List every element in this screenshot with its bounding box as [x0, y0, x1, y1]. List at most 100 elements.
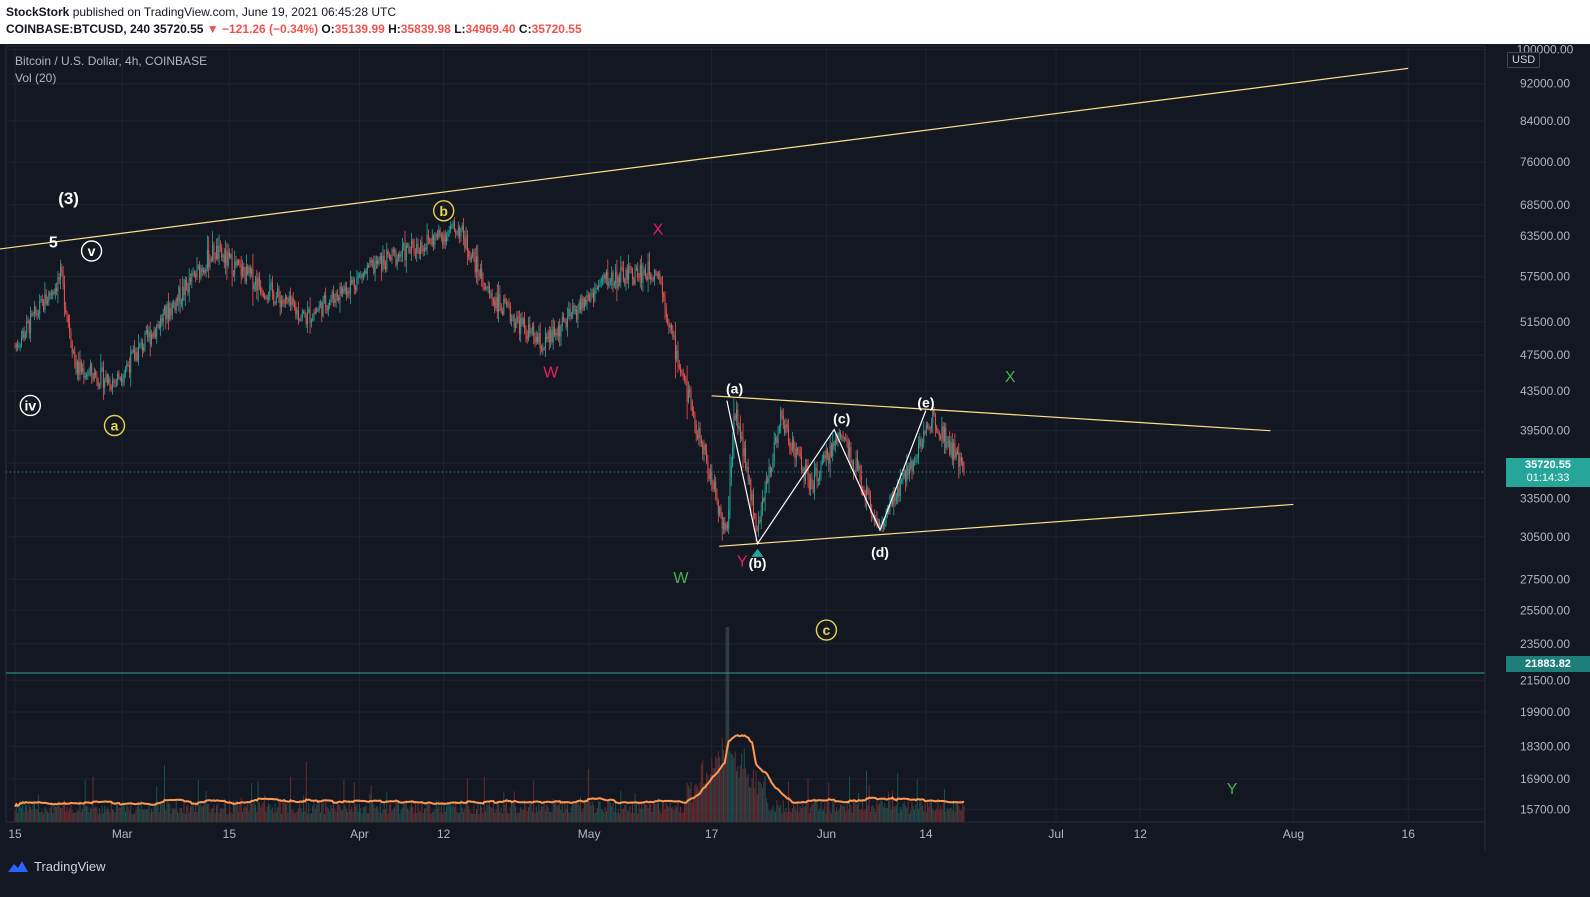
volume-bar: [453, 806, 455, 822]
volume-bar: [375, 806, 377, 822]
volume-bar: [915, 804, 917, 822]
candle-body: [456, 233, 458, 235]
candle-body: [932, 410, 934, 424]
candle-body: [284, 296, 286, 303]
volume-bar: [577, 800, 579, 822]
volume-bar: [955, 801, 957, 822]
volume-bar: [918, 808, 919, 822]
volume-bar: [581, 811, 583, 822]
volume-bar: [684, 804, 685, 822]
candle-body: [599, 282, 601, 286]
volume-bar: [89, 807, 91, 822]
candle-body: [589, 297, 591, 301]
volume-bar: [105, 810, 107, 822]
candle-body: [76, 361, 78, 374]
volume-bar: [539, 809, 541, 822]
candle-body: [907, 465, 909, 476]
volume-bar: [768, 809, 770, 822]
volume-bar: [45, 809, 47, 822]
candle-body: [437, 234, 438, 238]
candle-body: [877, 522, 879, 526]
volume-bar: [223, 802, 225, 822]
candle-body: [596, 287, 598, 289]
volume-bar: [421, 802, 423, 822]
volume-bar: [635, 801, 637, 822]
volume-bar: [440, 804, 442, 822]
volume-bar: [791, 808, 793, 822]
candle-body: [824, 454, 826, 459]
candle-body: [587, 294, 589, 298]
volume-bar: [500, 807, 502, 822]
volume-bar: [468, 805, 470, 822]
candle-body: [370, 260, 372, 263]
volume-bar: [824, 802, 826, 822]
volume-bar: [775, 811, 776, 822]
candle-body: [933, 410, 935, 415]
candle-body: [916, 457, 918, 459]
candle-body: [963, 467, 965, 474]
volume-bar: [708, 781, 710, 822]
currency-badge[interactable]: USD: [1507, 52, 1541, 68]
tradingview-logo[interactable]: TradingView: [6, 858, 106, 874]
candle-body: [413, 242, 415, 253]
candle-body: [226, 250, 228, 266]
volume-bar: [633, 812, 635, 822]
candle-body: [468, 250, 470, 257]
volume-bar: [537, 811, 539, 822]
candle-body: [366, 265, 368, 274]
volume-bar: [182, 812, 184, 822]
volume-bar: [344, 805, 346, 822]
volume-bar: [563, 812, 565, 822]
candle-body: [856, 457, 858, 469]
candle-body: [180, 300, 182, 304]
candle-body: [502, 311, 503, 315]
candle-body: [277, 288, 279, 297]
volume-bar: [35, 808, 37, 822]
volume-bar: [387, 813, 389, 822]
volume-bar: [430, 813, 432, 822]
volume-bar: [234, 802, 236, 822]
volume-bar: [746, 776, 748, 822]
volume-bar: [314, 809, 316, 822]
price-axis[interactable]: 100000.0092000.0084000.0076000.0068500.0…: [1484, 44, 1574, 851]
candle-body: [830, 445, 832, 457]
volume-bar: [941, 810, 943, 822]
legend-indicator[interactable]: Vol (20): [15, 71, 57, 85]
candle-body: [912, 461, 914, 472]
volume-bar: [862, 800, 864, 822]
candle-body: [238, 260, 240, 264]
wave-label: W: [673, 570, 689, 587]
volume-bar: [676, 807, 678, 822]
volume-bar: [576, 800, 578, 822]
candle-body: [414, 252, 416, 254]
candle-body: [457, 227, 459, 234]
volume-bar: [400, 809, 402, 822]
candle-body: [425, 247, 427, 250]
candle-body: [442, 236, 444, 245]
candle-body: [472, 251, 474, 257]
volume-bar: [300, 808, 302, 822]
wave-label: b: [439, 203, 448, 219]
candle-body: [564, 319, 566, 322]
volume-bar: [196, 812, 198, 822]
publish-header: StockStork published on TradingView.com,…: [0, 0, 1590, 44]
y-tick-label: 30500.00: [1520, 530, 1570, 544]
volume-bar: [253, 801, 255, 822]
candle-body: [751, 493, 753, 501]
volume-bar: [365, 805, 367, 822]
time-axis[interactable]: 15 Mar 15 Apr 12 May 17 Jun 14 Jul 12 Aug 16: [8, 827, 1415, 841]
candle-body: [782, 415, 784, 426]
volume-bar: [75, 812, 77, 822]
candle-body: [637, 268, 639, 278]
volume-bar: [102, 813, 104, 822]
volume-bar: [856, 804, 858, 822]
author-name[interactable]: StockStork: [6, 5, 70, 19]
candle-body: [130, 351, 132, 373]
volume-bar: [863, 810, 865, 822]
candle-body: [710, 470, 711, 479]
volume-bar: [229, 800, 230, 822]
candle-body: [78, 361, 80, 375]
volume-bar: [392, 808, 394, 822]
candle-body: [45, 294, 47, 304]
